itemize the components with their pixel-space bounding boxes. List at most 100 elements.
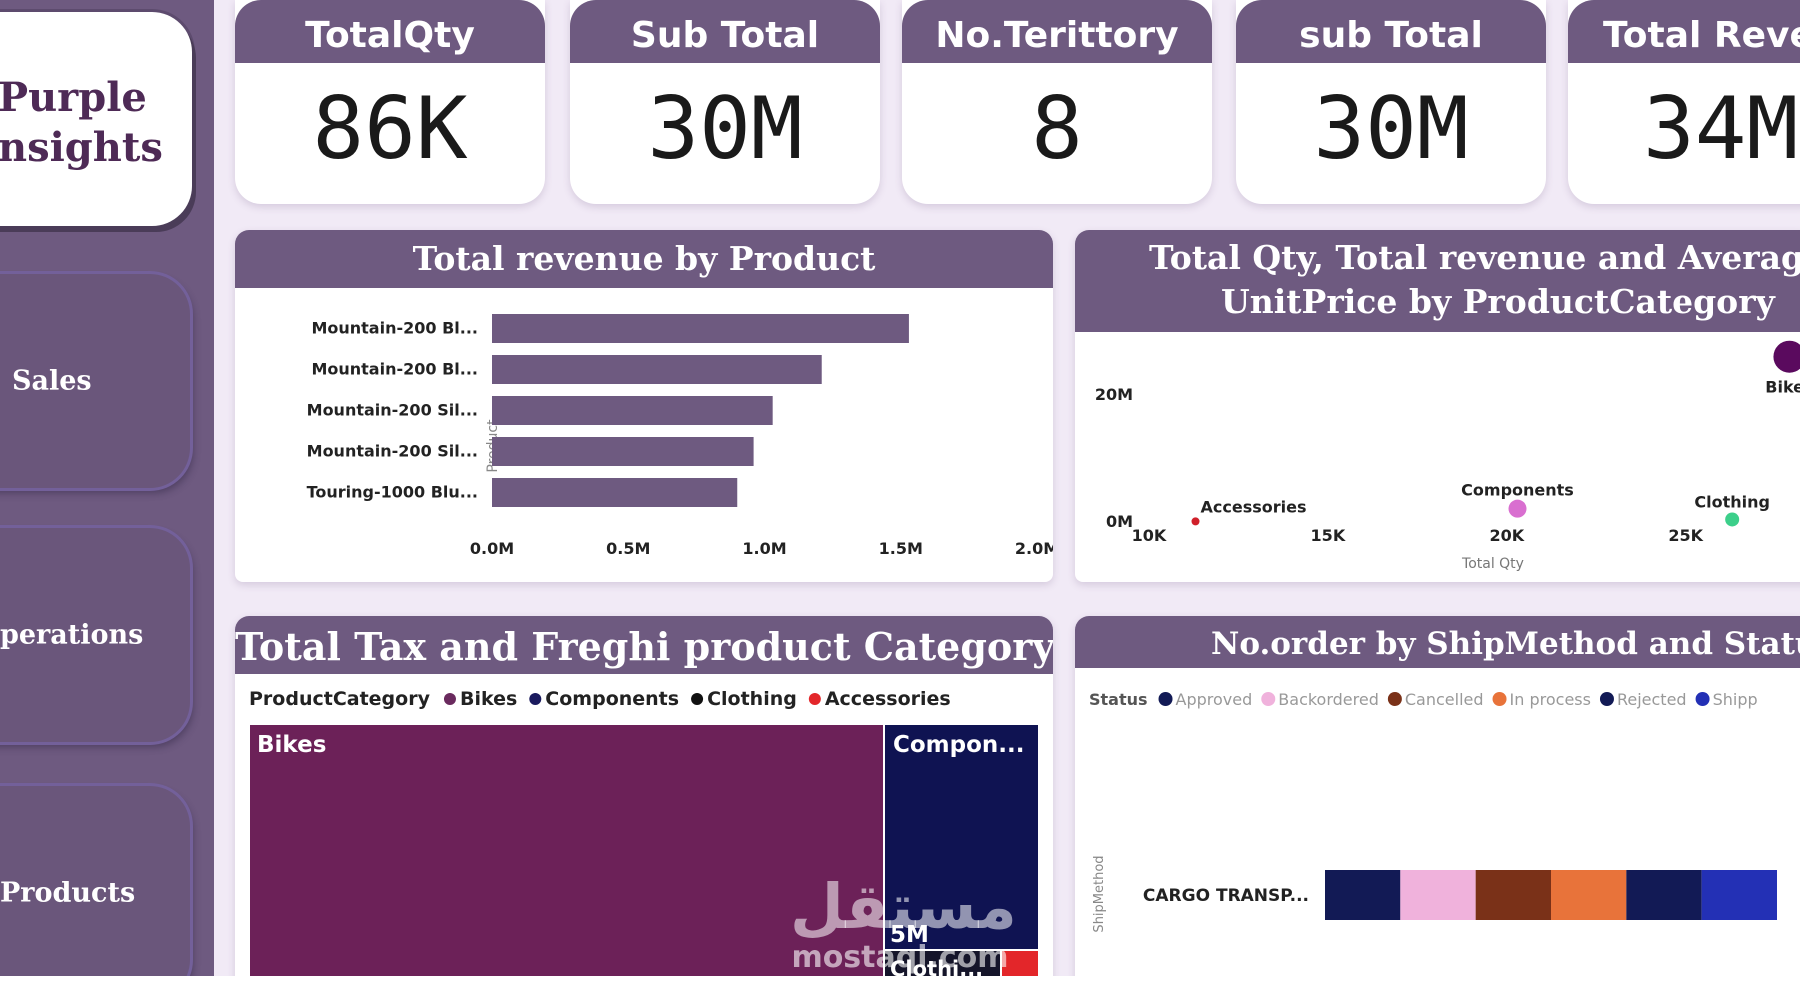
scatter-x-tick-label: 20K <box>1489 526 1524 545</box>
sidebar: Purple nsights Sales perations Products <box>0 0 214 976</box>
bar-category-label: Mountain-200 Sil... <box>307 442 478 461</box>
treemap-tile-label: Compon... <box>893 732 1025 758</box>
scatter-point-label: Bikes <box>1765 378 1800 397</box>
treemap-legend-dot <box>808 693 821 705</box>
orders-shipmethod-title: No.order by ShipMethod and Status <box>1075 616 1800 668</box>
scatter-y-tick-label: 0M <box>1106 512 1133 531</box>
revenue-by-product-title: Total revenue by Product <box>235 230 1053 288</box>
product-revenue-bar[interactable] <box>492 314 909 343</box>
stack-legend-dot <box>1695 692 1710 706</box>
revenue-by-product-chart: Product Mountain-200 Bl...Mountain-200 B… <box>307 314 1053 558</box>
bar-category-label: Touring-1000 Blu... <box>307 483 478 502</box>
treemap-tile[interactable] <box>883 723 1040 951</box>
bar-x-tick-label: 1.5M <box>879 539 923 558</box>
treemap-tile-label: Bikes <box>257 732 326 758</box>
scatter-x-tick-label: 10K <box>1132 526 1167 545</box>
stack-legend-title: Status <box>1089 690 1148 709</box>
nav-sales-button[interactable]: Sales <box>0 274 190 488</box>
scatter-title: Total Qty, Total revenue and Average of … <box>1075 230 1800 332</box>
stack-legend-label[interactable]: In process <box>1510 690 1591 709</box>
orders-shipmethod-panel: No.order by ShipMethod and Status Status… <box>1075 616 1800 976</box>
tax-freight-treemap-panel: Total Tax and Freghi product Category Pr… <box>235 616 1053 976</box>
bar-x-tick-label: 1.0M <box>742 539 786 558</box>
treemap-legend-dot <box>443 693 456 705</box>
stack-legend-label[interactable]: Backordered <box>1278 690 1379 709</box>
kpi-sub-total-2-value: 30M <box>1313 79 1469 179</box>
bar-category-label: Mountain-200 Sil... <box>307 401 478 420</box>
bar-category-label: Mountain-200 Bl... <box>311 319 478 338</box>
kpi-total-qty-value: 86K <box>312 79 468 179</box>
kpi-sub-total-2-title: sub Total <box>1236 0 1546 63</box>
tax-freight-treemap-chart: ProductCategory Bikes Components Clothing Ac… <box>248 688 1040 976</box>
stack-legend-dot <box>1492 692 1507 706</box>
stack-legend-dot <box>1599 692 1614 706</box>
kpi-total-revenue: Total Reven 34M <box>1568 0 1800 204</box>
stack-segment[interactable] <box>1701 870 1777 920</box>
treemap-legend-dot <box>691 693 704 705</box>
product-revenue-bar[interactable] <box>492 437 754 466</box>
treemap-legend-label[interactable]: Bikes <box>460 688 517 710</box>
treemap-tile[interactable] <box>883 949 1002 976</box>
stack-legend-label[interactable]: Rejected <box>1617 690 1687 709</box>
scatter-x-tick-label: 25K <box>1668 526 1703 545</box>
stack-y-axis-label: ShipMethod <box>1092 855 1107 932</box>
scatter-point[interactable] <box>1191 517 1200 526</box>
nav-sales-label: Sales <box>12 365 92 397</box>
nav-operations-label: perations <box>0 619 144 651</box>
treemap-legend-dot <box>529 693 542 705</box>
nav-operations-button[interactable]: perations <box>0 528 190 742</box>
kpi-sub-total-title: Sub Total <box>570 0 880 63</box>
scatter-point-label: Clothing <box>1694 492 1770 511</box>
stack-segment[interactable] <box>1400 870 1476 920</box>
qty-revenue-scatter-panel: Total Qty, Total revenue and Average of … <box>1075 230 1800 582</box>
scatter-point-label: Accessories <box>1201 497 1307 516</box>
brand-line-1: Purple <box>0 74 147 121</box>
scatter-point[interactable] <box>1508 499 1527 518</box>
treemap-legend-title: ProductCategory <box>249 688 431 710</box>
bar-x-tick-label: 2.0M <box>1015 539 1053 558</box>
stack-category-label: CARGO TRANSP... <box>1143 886 1309 906</box>
kpi-sub-total-2: sub Total 30M <box>1236 0 1546 204</box>
treemap-tile-label: Clothi... <box>890 957 983 976</box>
stack-segment[interactable] <box>1475 870 1551 920</box>
kpi-territory-count: No.Terittory 8 <box>902 0 1212 204</box>
treemap-legend-label[interactable]: Clothing <box>707 688 797 710</box>
product-revenue-bar[interactable] <box>492 478 738 507</box>
treemap-title: Total Tax and Freghi product Category <box>235 616 1053 674</box>
kpi-sub-total-value: 30M <box>647 79 803 179</box>
product-revenue-bar[interactable] <box>492 396 773 425</box>
stack-legend-label[interactable]: Shipp <box>1713 690 1758 709</box>
bar-x-tick-label: 0.0M <box>470 539 514 558</box>
stack-legend-label[interactable]: Cancelled <box>1405 690 1484 709</box>
scatter-title-line-1: Total Qty, Total revenue and Average of <box>1149 238 1800 277</box>
stack-segment[interactable] <box>1325 870 1401 920</box>
dashboard: Purple nsights Sales perations Products … <box>0 0 1800 976</box>
kpi-territory-count-value: 8 <box>1031 79 1083 179</box>
brand-logo-card: Purple nsights <box>0 12 192 226</box>
scatter-point[interactable] <box>1725 512 1740 527</box>
kpi-territory-count-title: No.Terittory <box>902 0 1212 63</box>
scatter-point[interactable] <box>1773 340 1800 373</box>
treemap-legend-label[interactable]: Accessories <box>825 688 951 710</box>
brand-line-2: nsights <box>0 124 163 171</box>
stack-legend-dot <box>1158 692 1173 706</box>
kpi-sub-total: Sub Total 30M <box>570 0 880 204</box>
nav-products-button[interactable]: Products <box>0 786 190 976</box>
kpi-total-qty-title: TotalQty <box>235 0 545 63</box>
stack-legend-dot <box>1261 692 1276 706</box>
stack-legend-label[interactable]: Approved <box>1176 690 1253 709</box>
treemap-legend-label[interactable]: Components <box>545 688 679 710</box>
revenue-by-product-panel: Total revenue by Product Product Mountai… <box>235 230 1053 582</box>
bar-x-tick-label: 0.5M <box>606 539 650 558</box>
treemap-tile[interactable] <box>1000 949 1040 976</box>
scatter-x-axis-label: Total Qty <box>1461 556 1524 572</box>
stack-segment[interactable] <box>1551 870 1627 920</box>
treemap-tile[interactable] <box>248 723 898 976</box>
stack-legend-dot <box>1387 692 1402 706</box>
nav-products-label: Products <box>0 877 136 909</box>
stack-segment[interactable] <box>1626 870 1702 920</box>
kpi-total-revenue-title: Total Reven <box>1568 0 1800 63</box>
scatter-y-tick-label: 20M <box>1095 385 1133 404</box>
product-revenue-bar[interactable] <box>492 355 822 384</box>
treemap-tile-value: 5M <box>890 922 929 948</box>
